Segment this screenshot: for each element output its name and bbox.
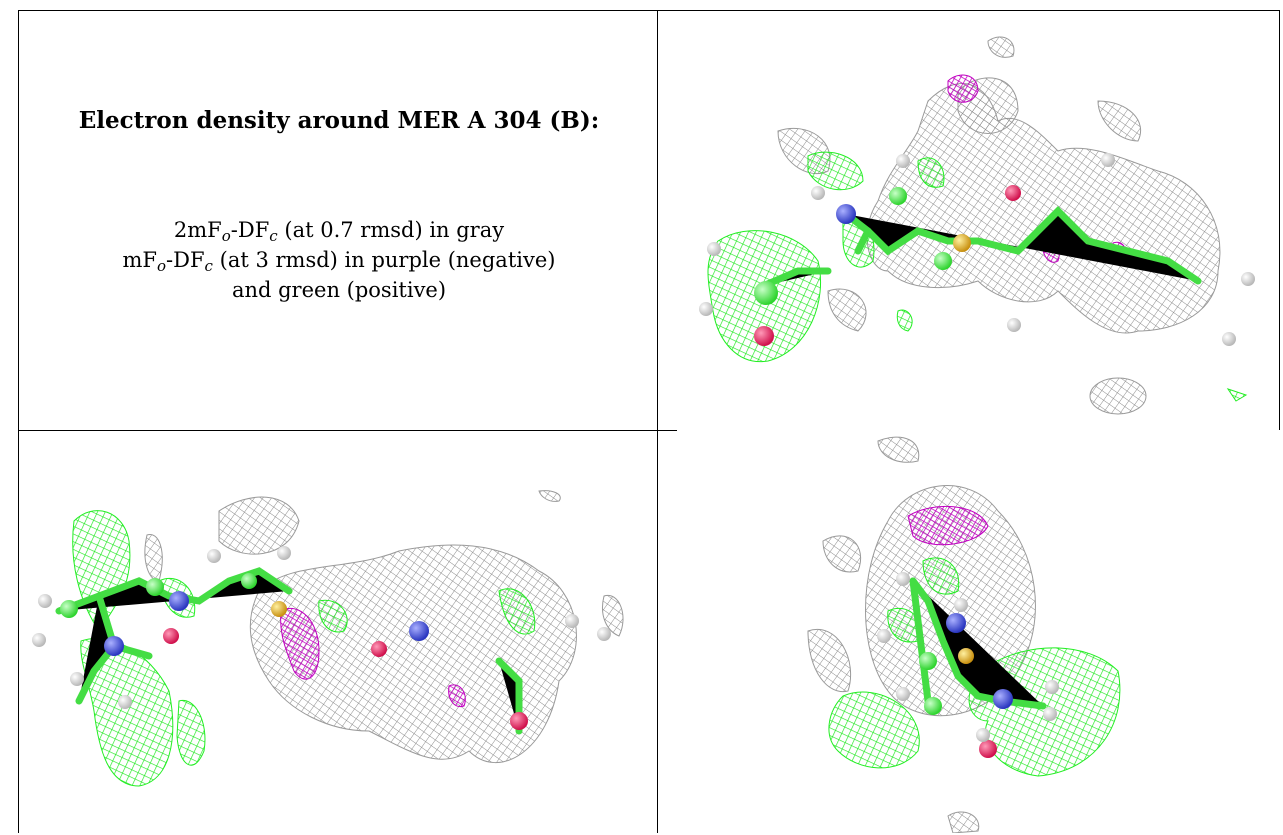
- caption-cell: Electron density around MER A 304 (B): 2…: [19, 11, 657, 430]
- hydrogen-atom: [277, 546, 291, 560]
- atoms: [877, 572, 1059, 758]
- atoms: [32, 546, 611, 730]
- hydrogen-atom: [38, 594, 52, 608]
- oxygen-atom: [754, 326, 774, 346]
- purple-negative-mesh: [280, 608, 466, 708]
- hydrogen-atom: [811, 186, 825, 200]
- hydrogen-atom: [877, 629, 891, 643]
- hydrogen-atom: [1007, 318, 1021, 332]
- gray-density-mesh: [777, 36, 1221, 415]
- grid-middle-rule-center: [637, 430, 677, 431]
- hydrogen-atom: [896, 154, 910, 168]
- hydrogen-atom: [565, 614, 579, 628]
- purple-negative-mesh: [907, 505, 989, 546]
- legend-line-difference: mFo-DFc (at 3 rmsd) in purple (negative): [122, 248, 556, 275]
- hydrogen-atom: [32, 633, 46, 647]
- nitrogen-atom: [409, 621, 429, 641]
- caption-title: Electron density around MER A 304 (B):: [78, 107, 600, 134]
- legend-line-positive: and green (positive): [231, 278, 447, 302]
- hydrogen-atom: [976, 728, 990, 742]
- hydrogen-atom: [954, 598, 968, 612]
- figure-grid: Electron density around MER A 304 (B): 2…: [18, 10, 1280, 833]
- legend-line-gray: 2mFo-DFc (at 0.7 rmsd) in gray: [173, 218, 505, 245]
- gray-density-mesh: [144, 490, 624, 763]
- nitrogen-atom: [169, 591, 189, 611]
- oxygen-atom: [510, 712, 528, 730]
- density-view-bottom-right: [658, 431, 1280, 833]
- grid-center-rule: [657, 10, 658, 833]
- hydrogen-atom: [707, 242, 721, 256]
- ligand-bonds: [55, 567, 523, 735]
- carbon-atom: [934, 252, 952, 270]
- carbon-atom: [924, 697, 942, 715]
- hydrogen-atom: [597, 627, 611, 641]
- hydrogen-atom: [1045, 680, 1059, 694]
- hydrogen-atom: [896, 572, 910, 586]
- oxygen-atom: [1005, 185, 1021, 201]
- grid-right-rule: [1279, 10, 1280, 430]
- carbon-atom: [754, 281, 778, 305]
- carbon-atom: [146, 578, 164, 596]
- grid-left-rule: [18, 10, 19, 833]
- atoms: [699, 153, 1255, 346]
- hydrogen-atom: [1222, 332, 1236, 346]
- hydrogen-atom: [118, 695, 132, 709]
- density-render-bottom-left: [32, 490, 624, 787]
- hydrogen-atom: [70, 672, 84, 686]
- nitrogen-atom: [946, 613, 966, 633]
- hydrogen-atom: [896, 687, 910, 701]
- oxygen-atom: [371, 641, 387, 657]
- grid-top-rule: [18, 10, 1280, 11]
- ligand-bonds: [759, 206, 1202, 290]
- grid-middle-rule-left: [18, 430, 638, 431]
- density-render-top-right: [699, 36, 1255, 415]
- carbon-atom: [241, 573, 257, 589]
- carbon-atom: [889, 187, 907, 205]
- density-view-bottom-left: [19, 431, 657, 833]
- nitrogen-atom: [104, 636, 124, 656]
- density-view-top-right: [658, 11, 1279, 430]
- sulfur-atom: [953, 234, 971, 252]
- nitrogen-atom: [836, 204, 856, 224]
- carbon-atom: [919, 652, 937, 670]
- carbon-atom: [60, 600, 78, 618]
- caption-legend: 2mFo-DFc (at 0.7 rmsd) in gray mFo-DFc (…: [19, 215, 657, 305]
- hydrogen-atom: [1043, 707, 1057, 721]
- hydrogen-atom: [207, 549, 221, 563]
- hydrogen-atom: [699, 302, 713, 316]
- nitrogen-atom: [993, 689, 1013, 709]
- hydrogen-atom: [1101, 153, 1115, 167]
- hydrogen-atom: [1241, 272, 1255, 286]
- oxygen-atom: [163, 628, 179, 644]
- sulfur-atom: [271, 601, 287, 617]
- oxygen-atom: [979, 740, 997, 758]
- sulfur-atom: [958, 648, 974, 664]
- density-render-bottom-right: [807, 436, 1121, 833]
